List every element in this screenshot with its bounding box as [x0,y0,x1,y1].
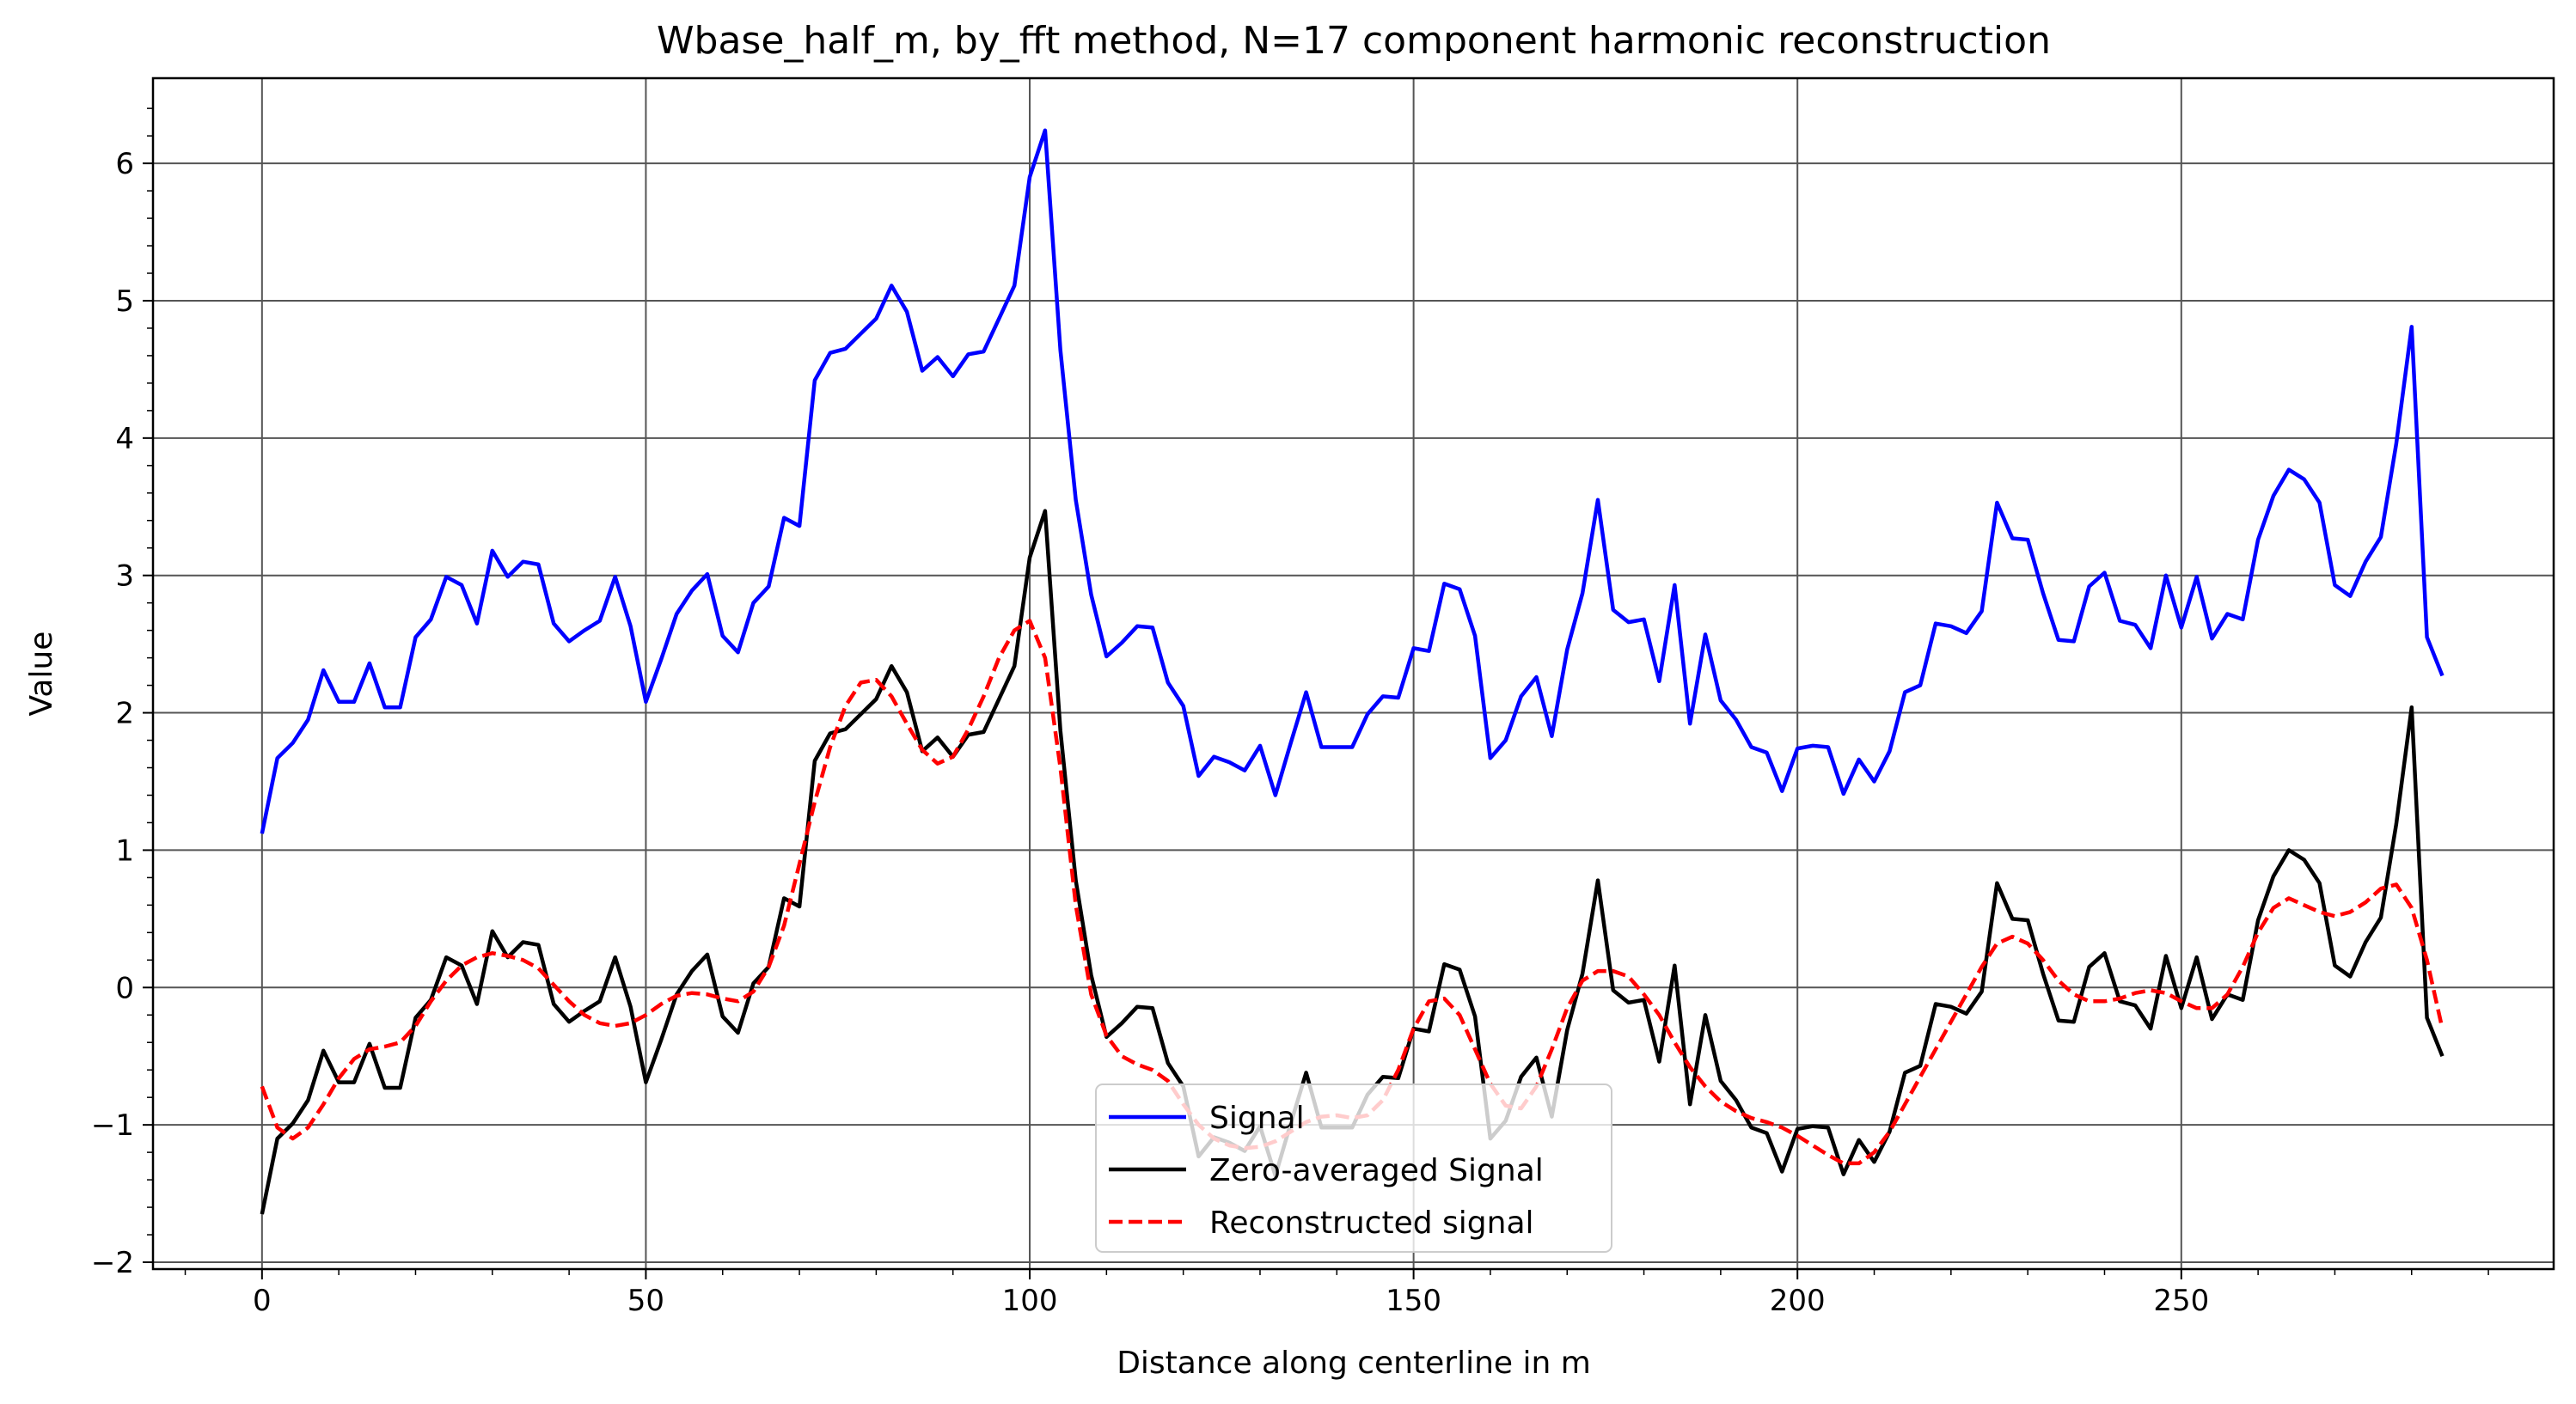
y-tick-label: 4 [115,422,134,456]
x-tick-label: 200 [1770,1284,1826,1318]
legend-box [1095,1084,1612,1253]
y-tick-label: 2 [115,697,134,731]
legend-label-reconstructed-signal: Reconstructed signal [1209,1206,1534,1241]
y-tick-label: 3 [115,559,134,594]
ticks: 0 50 100 150 200 250 −2 −1 0 1 2 3 4 5 6 [91,107,2489,1318]
legend: Signal Zero-averaged Signal Reconstructed … [1095,1084,1612,1253]
y-tick-label: −2 [91,1246,134,1280]
x-tick-label: 100 [1002,1284,1058,1318]
x-tick-label: 250 [2153,1284,2209,1318]
x-tick-label: 50 [627,1284,664,1318]
x-axis-label: Distance along centerline in m [1117,1346,1591,1381]
series-line-signal [260,128,2444,834]
y-tick-label: 0 [115,971,134,1005]
y-tick-label: 6 [115,147,134,181]
plot-frame [151,76,2555,1271]
y-tick-label: 1 [115,833,134,868]
y-axis-label: Value [24,632,59,717]
legend-label-signal: Signal [1209,1101,1305,1136]
grid [153,78,2554,1269]
legend-label-zero-averaged-signal: Zero-averaged Signal [1209,1153,1544,1188]
chart-title: Wbase_half_m, by_fft method, N=17 compon… [657,19,2051,63]
x-tick-label: 150 [1386,1284,1441,1318]
series-line-reconstructed-signal [260,619,2444,1166]
y-tick-label: −1 [91,1108,134,1143]
x-tick-label: 0 [253,1284,272,1318]
y-tick-label: 5 [115,284,134,319]
